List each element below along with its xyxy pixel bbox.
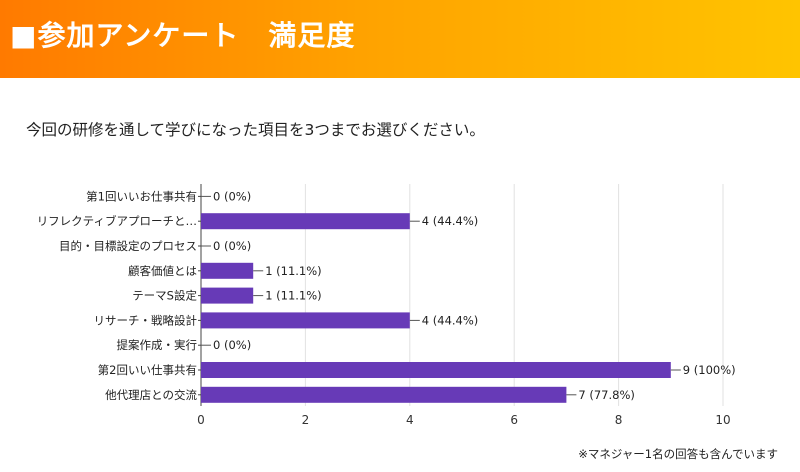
category-label: 顧客価値とは: [128, 264, 197, 278]
bar: [201, 262, 254, 279]
data-label: 9 (100%): [683, 363, 736, 377]
x-tick-label: 6: [510, 413, 518, 427]
category-label: 第1回いいお仕事共有: [86, 189, 197, 203]
category-label: 目的・目標設定のプロセス: [59, 239, 197, 253]
category-label: 提案作成・実行: [117, 338, 198, 352]
x-tick-label: 0: [197, 413, 205, 427]
bar: [201, 362, 671, 378]
bar: [201, 287, 254, 304]
data-label: 1 (11.1%): [265, 289, 321, 303]
category-label: 他代理店との交流: [105, 388, 197, 402]
bar: [201, 213, 410, 230]
data-label: 0 (0%): [213, 189, 251, 203]
survey-question: 今回の研修を通して学びになった項目を3つまでお選びください。: [26, 121, 485, 139]
bar-chart: 0 2 4 6 8 10 第1回いいお仕事共有 0 (0%) リフレクティブアプローチと… 4 (…: [37, 184, 736, 427]
data-label: 7 (77.8%): [578, 388, 634, 402]
data-label: 4 (44.4%): [422, 313, 478, 327]
footnote: ※マネジャー1名の回答も含んでいます: [578, 447, 778, 461]
page-title: ■参加アンケート 満足度: [10, 19, 356, 52]
category-label: 第2回いい仕事共有: [98, 363, 197, 377]
data-label: 1 (11.1%): [265, 264, 321, 278]
category-label: リサーチ・戦略設計: [94, 313, 198, 327]
x-tick-label: 8: [615, 413, 623, 427]
x-tick-label: 4: [406, 413, 414, 427]
data-label: 0 (0%): [213, 239, 251, 253]
category-label: テーマS設定: [132, 289, 197, 303]
category-label: リフレクティブアプローチと…: [37, 214, 197, 228]
header-banner: ■参加アンケート 満足度: [0, 0, 800, 78]
x-tick-label: 10: [715, 413, 730, 427]
data-label: 0 (0%): [213, 338, 251, 352]
bar: [201, 312, 410, 329]
bar: [201, 386, 567, 403]
x-tick-label: 2: [302, 413, 310, 427]
data-label: 4 (44.4%): [422, 214, 478, 228]
